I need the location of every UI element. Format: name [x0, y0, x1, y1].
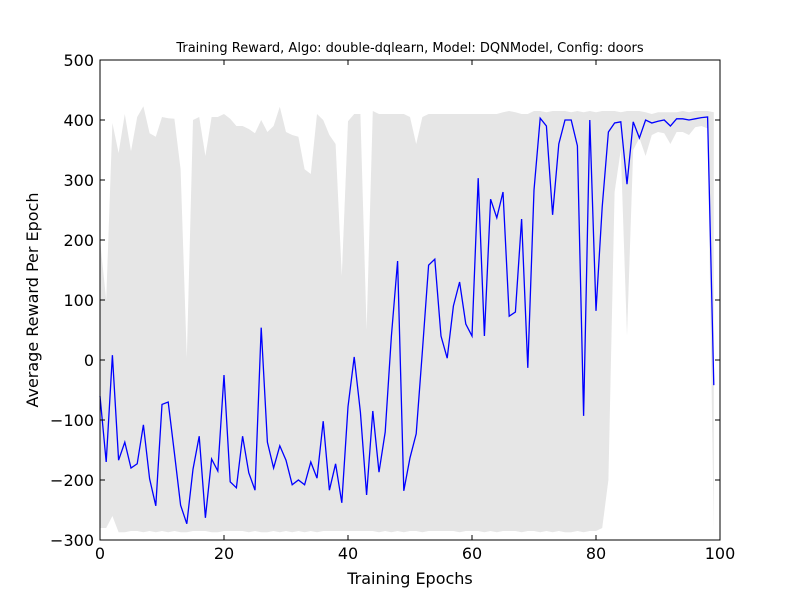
y-tick-label: −300 — [50, 531, 94, 550]
x-axis-label: Training Epochs — [346, 569, 473, 588]
y-tick-label: −100 — [50, 411, 94, 430]
reward-band — [100, 106, 714, 533]
y-axis-label: Average Reward Per Epoch — [23, 192, 42, 407]
y-tick-label: −200 — [50, 471, 94, 490]
chart-title: Training Reward, Algo: double-dqlearn, M… — [175, 41, 644, 56]
x-tick-label: 60 — [462, 544, 482, 563]
y-tick-label: 200 — [63, 231, 94, 250]
y-tick-label: 500 — [63, 51, 94, 70]
x-tick-label: 80 — [586, 544, 606, 563]
y-tick-label: 400 — [63, 111, 94, 130]
x-tick-label: 0 — [95, 544, 105, 563]
y-tick-label: 100 — [63, 291, 94, 310]
y-tick-label: 300 — [63, 171, 94, 190]
reward-line — [99, 116, 715, 525]
x-axis-ticks: 0 20 40 60 80 100 — [95, 60, 735, 563]
x-tick-label: 100 — [705, 544, 736, 563]
x-tick-label: 40 — [338, 544, 358, 563]
y-tick-label: 0 — [84, 351, 94, 370]
x-tick-label: 20 — [214, 544, 234, 563]
y-axis-ticks: −300 −200 −100 0 100 200 300 400 500 — [50, 51, 720, 550]
